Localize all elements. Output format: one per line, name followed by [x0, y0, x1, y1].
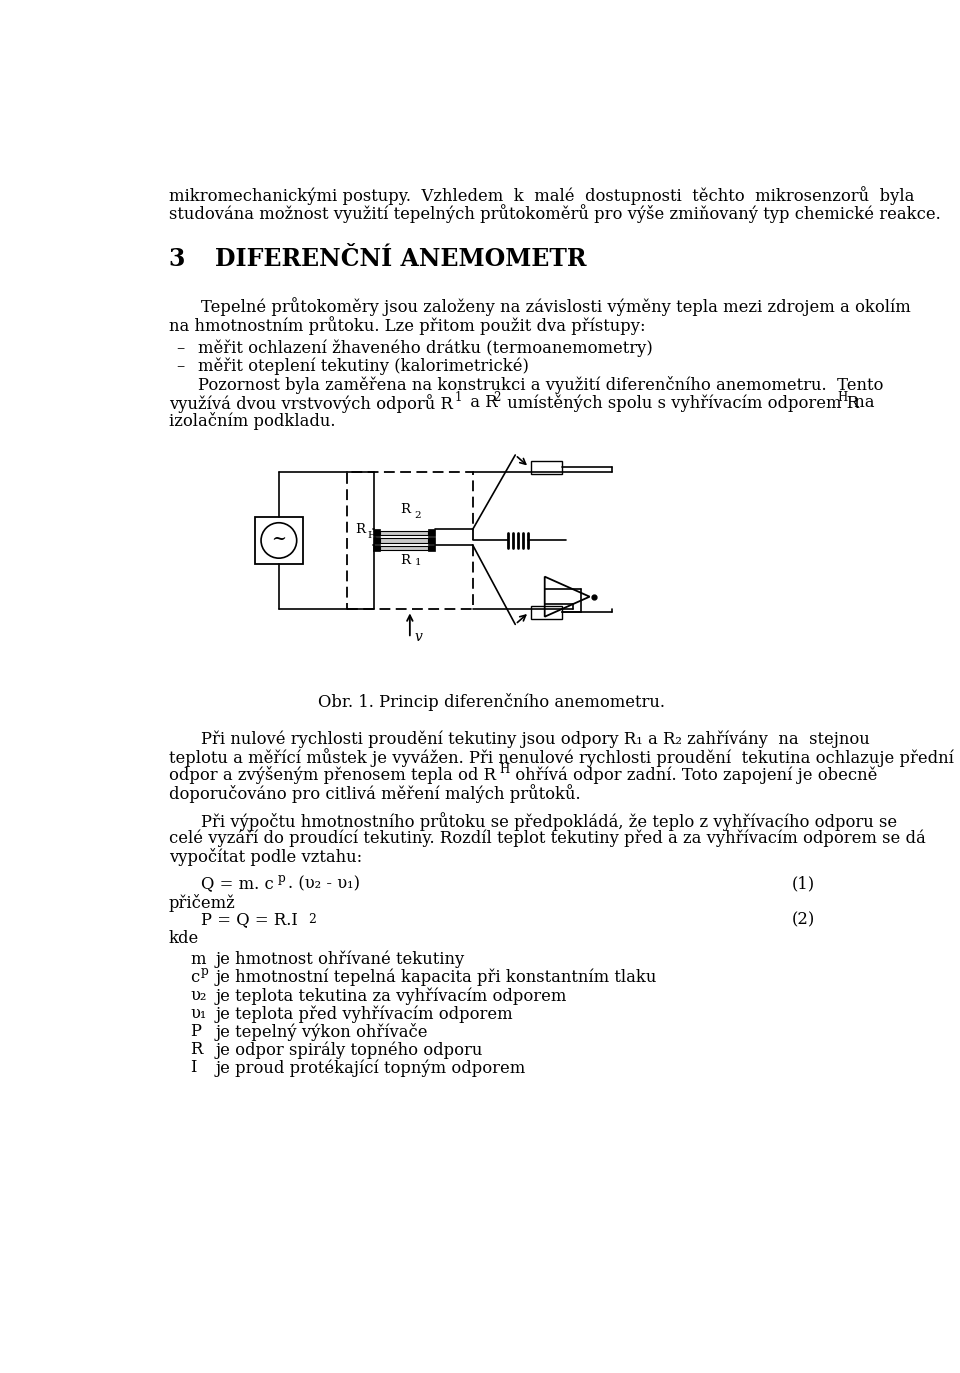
Bar: [428, 545, 435, 552]
Text: mikromechanickými postupy.  Vzhledem  k  malé  dostupnosti  těchto  mikrosenzorů: mikromechanickými postupy. Vzhledem k ma…: [169, 187, 914, 205]
Text: je teplota před vyhřívacím odporem: je teplota před vyhřívacím odporem: [215, 1005, 513, 1023]
Text: . (υ₂ - υ₁): . (υ₂ - υ₁): [288, 876, 360, 892]
Bar: [379, 530, 428, 535]
Text: 1: 1: [454, 391, 462, 404]
Bar: [254, 516, 303, 564]
Text: c: c: [190, 969, 200, 986]
Text: Pozornost byla zaměřena na konstrukci a využití diferenčního anemometru.  Tento: Pozornost byla zaměřena na konstrukci a …: [199, 376, 883, 394]
Text: odpor a zvýšeným přenosem tepla od R: odpor a zvýšeným přenosem tepla od R: [169, 766, 495, 784]
Bar: [348, 472, 472, 610]
Text: R: R: [400, 503, 410, 516]
Text: P = Q = R.I: P = Q = R.I: [202, 912, 299, 928]
Bar: [379, 546, 428, 551]
Text: je hmotnostní tepelná kapacita při konstantním tlaku: je hmotnostní tepelná kapacita při konst…: [215, 969, 657, 986]
Text: Při výpočtu hmotnostního průtoku se předpokládá, že teplo z vyhřívacího odporu s: Při výpočtu hmotnostního průtoku se před…: [202, 811, 898, 831]
Text: 3: 3: [169, 247, 185, 270]
Text: měřit oteplení tekutiny (kalorimetrické): měřit oteplení tekutiny (kalorimetrické): [199, 358, 529, 375]
Text: R: R: [355, 523, 365, 535]
Text: na: na: [850, 394, 875, 411]
Text: H: H: [368, 531, 376, 540]
Bar: [428, 530, 435, 535]
Text: Při nulové rychlosti proudění tekutiny jsou odpory R₁ a R₂ zahřívány  na  stejno: Při nulové rychlosti proudění tekutiny j…: [202, 730, 870, 748]
Text: je odpor spirály topného odporu: je odpor spirály topného odporu: [215, 1041, 483, 1059]
Text: p: p: [277, 872, 285, 886]
Text: je proud protékající topným odporem: je proud protékající topným odporem: [215, 1060, 525, 1076]
Text: ohřívá odpor zadní. Toto zapojení je obecně: ohřívá odpor zadní. Toto zapojení je obe…: [510, 766, 877, 784]
Text: umístěných spolu s vyhřívacím odporem R: umístěných spolu s vyhřívacím odporem R: [502, 394, 859, 412]
Text: P: P: [190, 1023, 202, 1041]
Text: je tepelný výkon ohřívače: je tepelný výkon ohřívače: [215, 1023, 428, 1041]
Text: 2: 2: [492, 391, 500, 404]
Text: Q = m. c: Q = m. c: [202, 876, 275, 892]
Bar: [373, 545, 379, 552]
Text: měřit ochlazení žhaveného drátku (termoanemometry): měřit ochlazení žhaveného drátku (termoa…: [199, 341, 653, 357]
Text: kde: kde: [169, 930, 199, 947]
Text: je teplota tekutina za vyhřívacím odporem: je teplota tekutina za vyhřívacím odpore…: [215, 987, 566, 1005]
Text: doporučováno pro citlivá měření malých průtoků.: doporučováno pro citlivá měření malých p…: [169, 784, 581, 803]
Text: 1: 1: [415, 559, 420, 567]
Text: H: H: [500, 763, 510, 776]
Bar: [531, 605, 562, 619]
Text: teplotu a měřící můstek je vyvážen. Při nenulové rychlosti proudění  tekutina oc: teplotu a měřící můstek je vyvážen. Při …: [169, 748, 953, 768]
Text: –: –: [177, 358, 185, 375]
Text: vypočítat podle vztahu:: vypočítat podle vztahu:: [169, 849, 362, 866]
Text: Obr. 1. Princip diferenčního anemometru.: Obr. 1. Princip diferenčního anemometru.: [319, 693, 665, 711]
Text: ~: ~: [272, 530, 286, 548]
Text: Tepelné průtokoměry jsou založeny na závislosti výměny tepla mezi zdrojem a okol: Tepelné průtokoměry jsou založeny na záv…: [202, 298, 911, 316]
Text: –: –: [177, 341, 185, 357]
Text: H: H: [838, 391, 848, 404]
Text: R: R: [400, 555, 410, 567]
Text: I: I: [190, 1060, 197, 1076]
Text: (1): (1): [792, 876, 815, 892]
Text: (2): (2): [792, 912, 815, 928]
Bar: [531, 461, 562, 474]
Text: celé vyzáří do proudící tekutiny. Rozdíl teplot tekutiny před a za vyhřívacím od: celé vyzáří do proudící tekutiny. Rozdíl…: [169, 829, 925, 847]
Text: izolačním podkladu.: izolačním podkladu.: [169, 412, 335, 430]
Text: p: p: [201, 965, 208, 979]
Bar: [373, 537, 379, 544]
Text: na hmotnostním průtoku. Lze přitom použit dva přístupy:: na hmotnostním průtoku. Lze přitom použi…: [169, 316, 645, 335]
Text: je hmotnost ohřívané tekutiny: je hmotnost ohřívané tekutiny: [215, 951, 465, 968]
Text: a R: a R: [465, 394, 497, 411]
Text: υ₂: υ₂: [190, 987, 207, 1004]
Text: R: R: [190, 1041, 203, 1059]
Text: m: m: [190, 951, 206, 968]
Text: υ₁: υ₁: [190, 1005, 207, 1022]
Bar: [373, 530, 379, 535]
Text: využívá dvou vrstvových odporů R: využívá dvou vrstvových odporů R: [169, 394, 453, 413]
Text: přičemž: přičemž: [169, 894, 235, 912]
Text: v: v: [415, 630, 422, 644]
Bar: [379, 538, 428, 542]
Bar: [428, 537, 435, 544]
Circle shape: [261, 523, 297, 559]
Text: studována možnost využití tepelných průtokoměrů pro výše zmiňovaný typ chemické : studována možnost využití tepelných průt…: [169, 205, 941, 224]
Text: 2: 2: [308, 913, 316, 927]
Text: DIFERENČNÍ ANEMOMETR: DIFERENČNÍ ANEMOMETR: [215, 247, 587, 270]
Text: 2: 2: [415, 511, 420, 519]
